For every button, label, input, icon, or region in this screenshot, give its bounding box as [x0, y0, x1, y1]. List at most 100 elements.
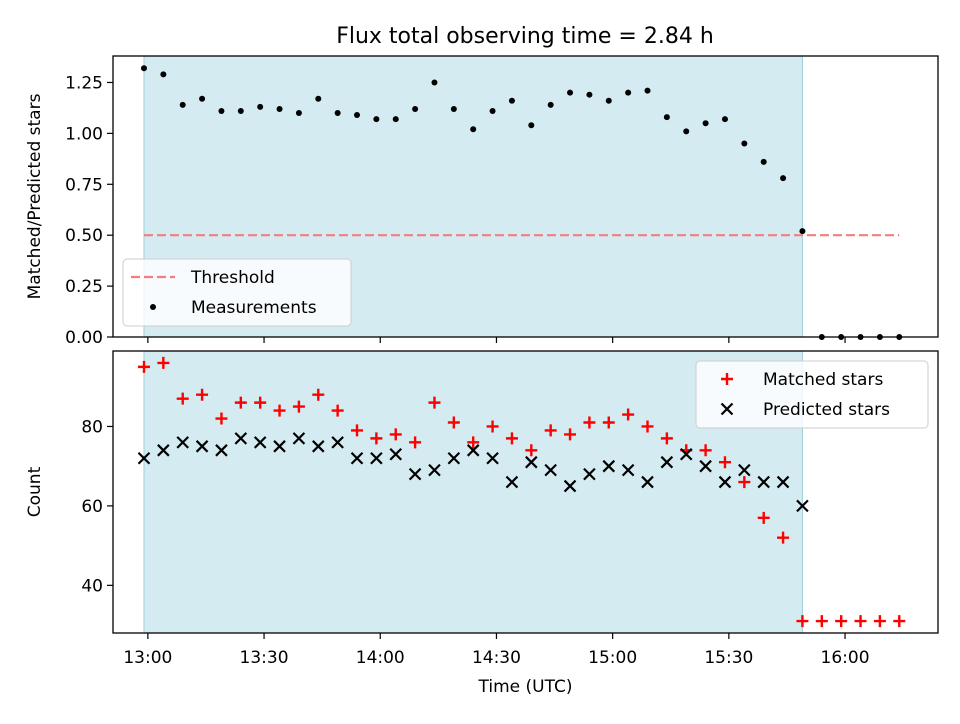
axes-frame — [112, 350, 939, 634]
predicted-point — [486, 451, 499, 465]
measurement-point — [392, 116, 399, 123]
predicted-point — [641, 475, 654, 489]
predicted-point — [292, 432, 306, 445]
x-tick-label: 14:00 — [356, 648, 405, 668]
matched-point — [176, 392, 189, 405]
matched-point — [447, 416, 460, 429]
x-tick-label: 16:00 — [821, 648, 870, 668]
y-tick-label: 0.50 — [65, 226, 103, 246]
y-tick-label: 1.25 — [65, 73, 103, 93]
predicted-point — [583, 467, 596, 481]
measurement-point — [431, 79, 438, 86]
measurement-point — [489, 107, 496, 114]
measurement-point — [334, 110, 341, 117]
y-tick-label: 0.25 — [65, 277, 103, 297]
matched-point — [699, 444, 712, 457]
matched-point — [777, 531, 790, 544]
measurement-point — [237, 107, 244, 114]
predicted-point — [273, 440, 286, 453]
predicted-point — [738, 463, 751, 477]
legend-predicted-swatch — [720, 402, 734, 416]
predicted-point — [679, 447, 693, 461]
count-panel: 40 60 80 13:00 13:30 14:00 14:30 15:00 15:30 16:0… — [25, 350, 939, 697]
matched-point — [622, 408, 635, 421]
predicted-point — [312, 440, 325, 453]
matched-point — [835, 615, 848, 628]
matched-point — [660, 432, 673, 445]
x-tick-label: 13:00 — [123, 648, 172, 668]
matched-point — [428, 396, 441, 409]
predicted-point — [621, 463, 635, 477]
predicted-point — [331, 436, 344, 449]
measurement-point — [295, 110, 302, 117]
measurement-point — [450, 105, 457, 112]
legend: Matched stars Predicted stars — [695, 360, 929, 429]
measurement-point — [412, 105, 419, 112]
measurement-point — [625, 89, 632, 96]
y-tick-label: 80 — [81, 417, 103, 437]
predicted-point — [215, 444, 228, 457]
matched-point — [564, 428, 577, 441]
matched-point — [718, 456, 731, 469]
matched-point — [602, 416, 615, 429]
predicted-point — [757, 475, 770, 489]
measurement-point — [799, 228, 806, 235]
x-tick-label: 15:30 — [704, 648, 753, 668]
y-tick-label: 0.00 — [65, 328, 103, 348]
y-tick-label: 40 — [81, 576, 103, 596]
matched-point — [641, 420, 654, 433]
predicted-point — [157, 444, 170, 457]
matched-point — [409, 436, 422, 449]
predicted-point — [176, 436, 189, 449]
matched-point — [467, 436, 480, 449]
predicted-point — [525, 455, 538, 469]
y-tick-label: 0.75 — [65, 175, 103, 195]
predicted-point — [718, 475, 732, 489]
predicted-point — [776, 475, 790, 489]
legend-box — [122, 258, 352, 327]
predicted-point — [408, 467, 422, 481]
predicted-point — [466, 444, 480, 457]
measurement-point — [721, 116, 728, 123]
measurement-point — [160, 71, 167, 78]
measurement-point — [140, 65, 147, 72]
legend-measurements-swatch — [150, 304, 156, 310]
measurement-point — [663, 114, 670, 121]
chart-title: Flux total observing time = 2.84 h — [336, 24, 714, 49]
measurement-point — [702, 120, 709, 127]
predicted-point — [660, 455, 674, 469]
matched-point — [873, 615, 886, 628]
matched-point — [331, 404, 344, 417]
matched-point — [254, 396, 267, 409]
legend-threshold-label: Threshold — [190, 268, 275, 288]
measurement-point — [470, 126, 477, 133]
x-axis-label: Time (UTC) — [478, 677, 573, 697]
matched-point — [486, 420, 499, 433]
matched-point — [137, 360, 150, 373]
predicted-point — [544, 463, 557, 477]
plot-area — [143, 351, 803, 633]
measurement-point — [354, 112, 361, 119]
predicted-point — [563, 479, 577, 493]
matched-point — [389, 428, 402, 441]
measurement-point — [528, 122, 535, 129]
x-tick-label: 13:30 — [240, 648, 289, 668]
matched-point — [854, 615, 867, 628]
measurement-point — [683, 128, 690, 135]
predicted-point — [699, 459, 712, 473]
measurement-point — [586, 91, 593, 98]
measurement-point — [315, 95, 322, 102]
matched-point — [815, 615, 828, 628]
matched-point — [738, 476, 751, 489]
matched-point — [505, 432, 518, 445]
y-tick-label: 60 — [81, 497, 103, 517]
axes-frame — [112, 55, 939, 338]
measurement-point — [567, 89, 574, 96]
matched-point — [273, 404, 286, 417]
measurement-point — [179, 101, 186, 108]
measurement-point — [780, 175, 787, 182]
legend-predicted-label: Predicted stars — [763, 400, 890, 420]
x-tick-label: 14:30 — [472, 648, 521, 668]
predicted-point — [796, 499, 809, 513]
